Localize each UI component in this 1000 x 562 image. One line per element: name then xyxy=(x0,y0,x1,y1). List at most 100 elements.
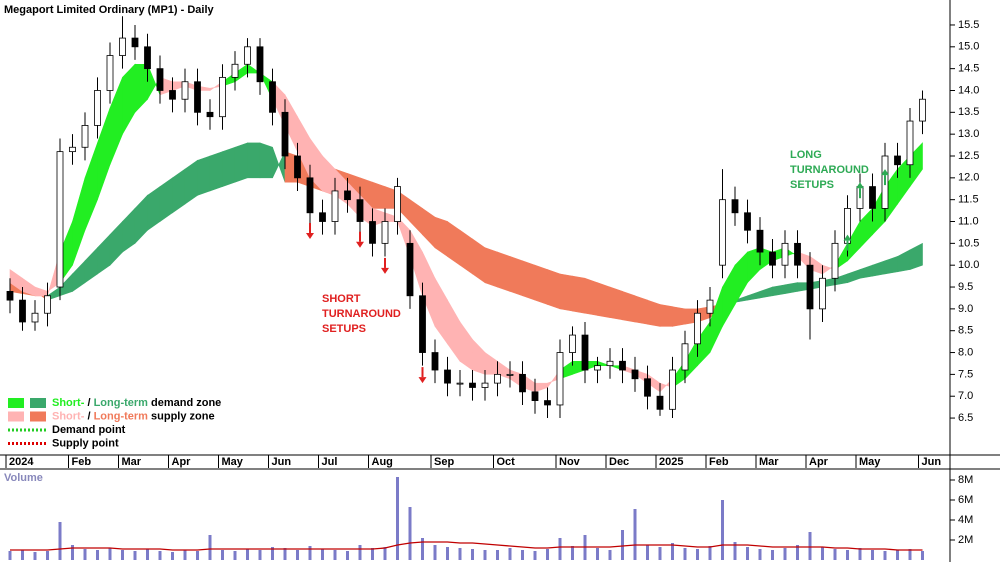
volume-tick-label: 4M xyxy=(958,514,973,526)
candle-body xyxy=(444,369,451,384)
zone-segment xyxy=(784,282,798,294)
volume-bar xyxy=(558,538,562,560)
volume-bar xyxy=(358,545,362,560)
legend-text: Long-term xyxy=(94,410,149,422)
legend-text: Demand point xyxy=(52,424,126,436)
candle-body xyxy=(419,295,426,353)
volume-bar xyxy=(283,548,287,560)
volume-bar xyxy=(58,522,62,560)
volume-bar xyxy=(146,549,149,560)
x-tick-label: Jun xyxy=(922,456,942,468)
candle-body xyxy=(181,81,189,100)
candle-body xyxy=(531,391,539,401)
volume-bar xyxy=(321,549,324,560)
arrow-head xyxy=(356,241,364,248)
candle-body xyxy=(306,177,314,214)
volume-bar xyxy=(333,550,337,560)
volume-bar xyxy=(671,543,674,560)
y-tick-label: 12.5 xyxy=(958,150,979,162)
candle-body xyxy=(431,352,439,371)
candle-body xyxy=(681,343,689,371)
zone-segment xyxy=(522,260,536,301)
legend-text: Supply point xyxy=(52,437,119,449)
volume-bar xyxy=(533,551,537,560)
candle-body xyxy=(481,382,489,388)
axes: 6.5 7.0 7.5 8.0 8.5 9.0 9.5 10.0 10.5 11.0 11.5 12.… xyxy=(5,19,979,468)
volume-bar xyxy=(696,549,699,560)
zone-segment xyxy=(597,282,611,318)
candle-body xyxy=(469,382,476,388)
candle-body xyxy=(406,242,414,297)
legend-entry: Supply point xyxy=(52,437,119,449)
volume-bar xyxy=(621,530,624,560)
zone-segment xyxy=(234,142,248,183)
y-tick-label: 9.0 xyxy=(958,303,973,315)
zone-segment xyxy=(497,251,511,292)
zone-segment xyxy=(672,306,686,327)
x-tick-label: Dec xyxy=(609,456,629,468)
volume-bar xyxy=(821,547,824,560)
volume-bar xyxy=(33,552,37,560)
legend-swatch xyxy=(30,411,46,422)
legend-entry: Demand point xyxy=(52,424,126,436)
volume-bar xyxy=(546,549,549,560)
volume-bar xyxy=(371,548,374,560)
volume-bar xyxy=(483,550,487,560)
y-tick-label: 11.0 xyxy=(958,215,979,227)
candle-body xyxy=(569,334,576,353)
candle-body xyxy=(156,68,164,91)
x-tick-label: Jul xyxy=(322,456,338,468)
y-tick-label: 6.5 xyxy=(958,412,973,424)
x-tick-label: Sep xyxy=(434,456,454,468)
zone-segment xyxy=(197,155,211,196)
candle-body xyxy=(581,334,589,371)
zone-segment xyxy=(584,277,598,316)
candle-body xyxy=(694,312,701,345)
candle-body xyxy=(619,360,626,371)
volume-bar xyxy=(8,551,12,560)
zone-segment xyxy=(647,299,661,327)
candle-body xyxy=(631,369,639,380)
candle-body xyxy=(731,199,739,214)
candle-body xyxy=(644,378,651,397)
candle-body xyxy=(519,373,526,393)
candle-body xyxy=(56,151,64,288)
candle-body xyxy=(756,229,764,253)
volume-bar xyxy=(208,535,212,560)
candle-body xyxy=(494,373,501,384)
volume-bar xyxy=(633,509,637,560)
volume-bar xyxy=(896,550,899,560)
volume-bar xyxy=(658,547,662,560)
zone-segment xyxy=(634,295,648,325)
volume-bar xyxy=(571,546,574,560)
candle-body xyxy=(94,90,101,126)
candle-body xyxy=(269,81,276,113)
volume-panel: 2M 4M 6M 8M xyxy=(8,474,973,560)
candle-body xyxy=(594,365,601,371)
x-tick-label: Mar xyxy=(122,456,142,468)
candle-body xyxy=(69,146,76,153)
candle-body xyxy=(869,186,876,209)
candle-body xyxy=(894,155,901,166)
zone-segment xyxy=(559,273,573,312)
y-tick-label: 15.5 xyxy=(958,19,979,31)
zone-segment xyxy=(659,304,673,327)
volume-average xyxy=(10,541,923,551)
volume-bar xyxy=(883,551,887,560)
volume-bar xyxy=(108,548,112,560)
volume-bar xyxy=(458,548,462,560)
candle-body xyxy=(781,242,789,266)
candle-body xyxy=(356,199,364,222)
candle-body xyxy=(506,373,514,376)
zone-segment xyxy=(547,269,561,310)
volume-bar xyxy=(296,550,299,560)
candle-body xyxy=(81,125,89,148)
candle-body xyxy=(169,90,176,100)
turnaround-points xyxy=(306,169,889,384)
y-tick-label: 8.0 xyxy=(958,346,973,358)
candle-body xyxy=(456,382,464,385)
zone-segment xyxy=(622,290,636,323)
x-tick-label: Feb xyxy=(72,456,92,468)
